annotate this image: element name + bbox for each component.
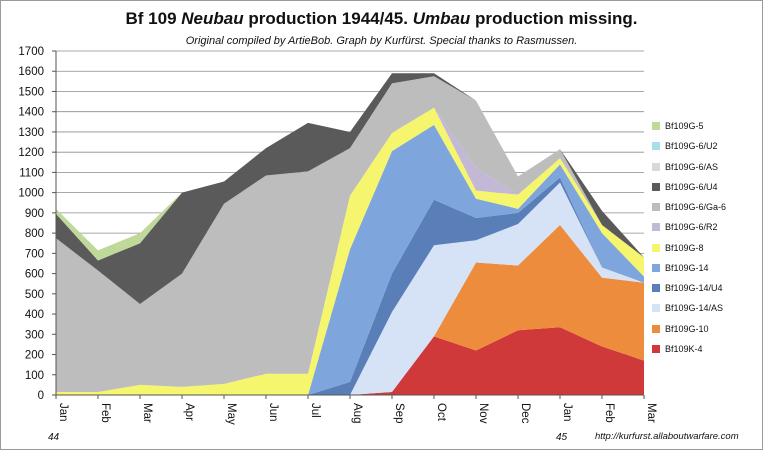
legend-item: Bf109G-5 (652, 116, 760, 136)
legend: Bf109G-5 Bf109G-6/U2 Bf109G-6/AS Bf109G-6/U… (652, 116, 760, 359)
y-tick-label: 400 (25, 309, 44, 321)
y-tick-label: 300 (25, 329, 44, 341)
legend-item: Bf109G-6/U4 (652, 177, 760, 197)
legend-swatch (652, 182, 660, 191)
x-tick-label: Apr (183, 403, 195, 421)
y-tick-label: 700 (25, 248, 44, 260)
x-tick-label: Feb (603, 403, 615, 423)
legend-label: Bf109G-14/U4 (665, 283, 723, 294)
x-tick-label: Oct (435, 403, 447, 422)
area-bf109g-14-u4 (56, 177, 644, 395)
legend-item: Bf109G-14/U4 (652, 278, 760, 298)
year-label-45: 45 (556, 432, 568, 443)
x-tick-label: May (225, 403, 237, 425)
legend-label: Bf109G-10 (665, 323, 709, 334)
x-tick-label: Jun (267, 403, 279, 422)
legend-item: Bf109K-4 (652, 339, 760, 359)
legend-item: Bf109G-6/U2 (652, 136, 760, 156)
legend-swatch (652, 304, 660, 313)
y-tick-label: 1700 (18, 46, 44, 58)
y-tick-label: 0 (38, 390, 44, 402)
title-part: production 1944/45. (243, 9, 413, 28)
y-tick-label: 200 (25, 350, 44, 362)
y-tick-label: 100 (25, 370, 44, 382)
legend-swatch (652, 203, 660, 212)
legend-label: Bf109G-5 (665, 121, 704, 132)
y-tick-label: 900 (25, 208, 44, 220)
legend-label: Bf109K-4 (665, 343, 703, 354)
legend-swatch (652, 263, 660, 272)
legend-item: Bf109G-10 (652, 319, 760, 339)
title-part: Bf 109 (125, 9, 182, 28)
area-bf109g-10 (56, 225, 644, 395)
y-tick-label: 500 (25, 289, 44, 301)
x-tick-label: Nov (477, 403, 489, 424)
y-tick-label: 1100 (19, 167, 44, 179)
chart-title: Bf 109 Neubau production 1944/45. Umbau … (1, 9, 762, 29)
legend-label: Bf109G-8 (665, 242, 704, 253)
legend-swatch (652, 162, 660, 171)
x-tick-label: Jan (561, 403, 573, 422)
area-bf109g-14-as (56, 182, 644, 395)
y-tick-label: 1200 (18, 147, 44, 159)
legend-item: Bf109G-6/AS (652, 157, 760, 177)
legend-item: Bf109G-8 (652, 238, 760, 258)
legend-swatch (652, 284, 660, 293)
area-bf109k-4 (56, 327, 644, 395)
x-tick-label: Mar (141, 403, 153, 423)
x-tick-label: Aug (351, 403, 363, 423)
legend-swatch (652, 243, 660, 252)
legend-swatch (652, 324, 660, 333)
year-label-44: 44 (48, 432, 60, 443)
y-tick-label: 1500 (18, 86, 44, 98)
area-bf109g-14 (56, 124, 644, 396)
legend-label: Bf109G-14 (665, 262, 709, 273)
legend-label: Bf109G-6/Ga-6 (665, 202, 727, 213)
x-tick-label: Mar (645, 403, 657, 423)
legend-label: Bf109G-6/AS (665, 161, 719, 172)
area-bf109g-6-ga-6 (56, 76, 644, 392)
legend-swatch (652, 344, 660, 353)
legend-item: Bf109G-6/Ga-6 (652, 197, 760, 217)
legend-label: Bf109G-6/R2 (665, 222, 718, 233)
y-tick-label: 1400 (18, 107, 44, 119)
source-url: http://kurfurst.allaboutwarfare.com (595, 431, 739, 442)
legend-label: Bf109G-6/U2 (665, 141, 718, 152)
legend-item: Bf109G-14/AS (652, 298, 760, 318)
title-italic-umbau: Umbau (412, 9, 471, 28)
x-tick-label: Feb (99, 403, 111, 423)
x-tick-label: Jan (57, 403, 69, 422)
y-tick-label: 800 (25, 228, 44, 240)
y-tick-label: 600 (25, 269, 44, 281)
legend-swatch (652, 142, 660, 151)
legend-swatch (652, 223, 660, 232)
x-tick-label: Sep (393, 403, 405, 423)
y-tick-label: 1300 (18, 127, 44, 139)
x-tick-label: Dec (519, 403, 531, 424)
title-part: production missing. (470, 9, 638, 28)
legend-item: Bf109G-14 (652, 258, 760, 278)
y-tick-label: 1000 (18, 188, 44, 200)
x-tick-label: Jul (309, 403, 321, 418)
legend-item: Bf109G-6/R2 (652, 217, 760, 237)
legend-swatch (652, 122, 660, 131)
legend-label: Bf109G-14/AS (665, 303, 724, 314)
chart-subtitle: Original compiled by ArtieBob. Graph by … (185, 35, 578, 47)
legend-label: Bf109G-6/U4 (665, 181, 718, 192)
y-tick-label: 1600 (18, 66, 44, 78)
area-bf109g-6-u4 (56, 73, 644, 304)
title-italic-neubau: Neubau (181, 9, 244, 28)
